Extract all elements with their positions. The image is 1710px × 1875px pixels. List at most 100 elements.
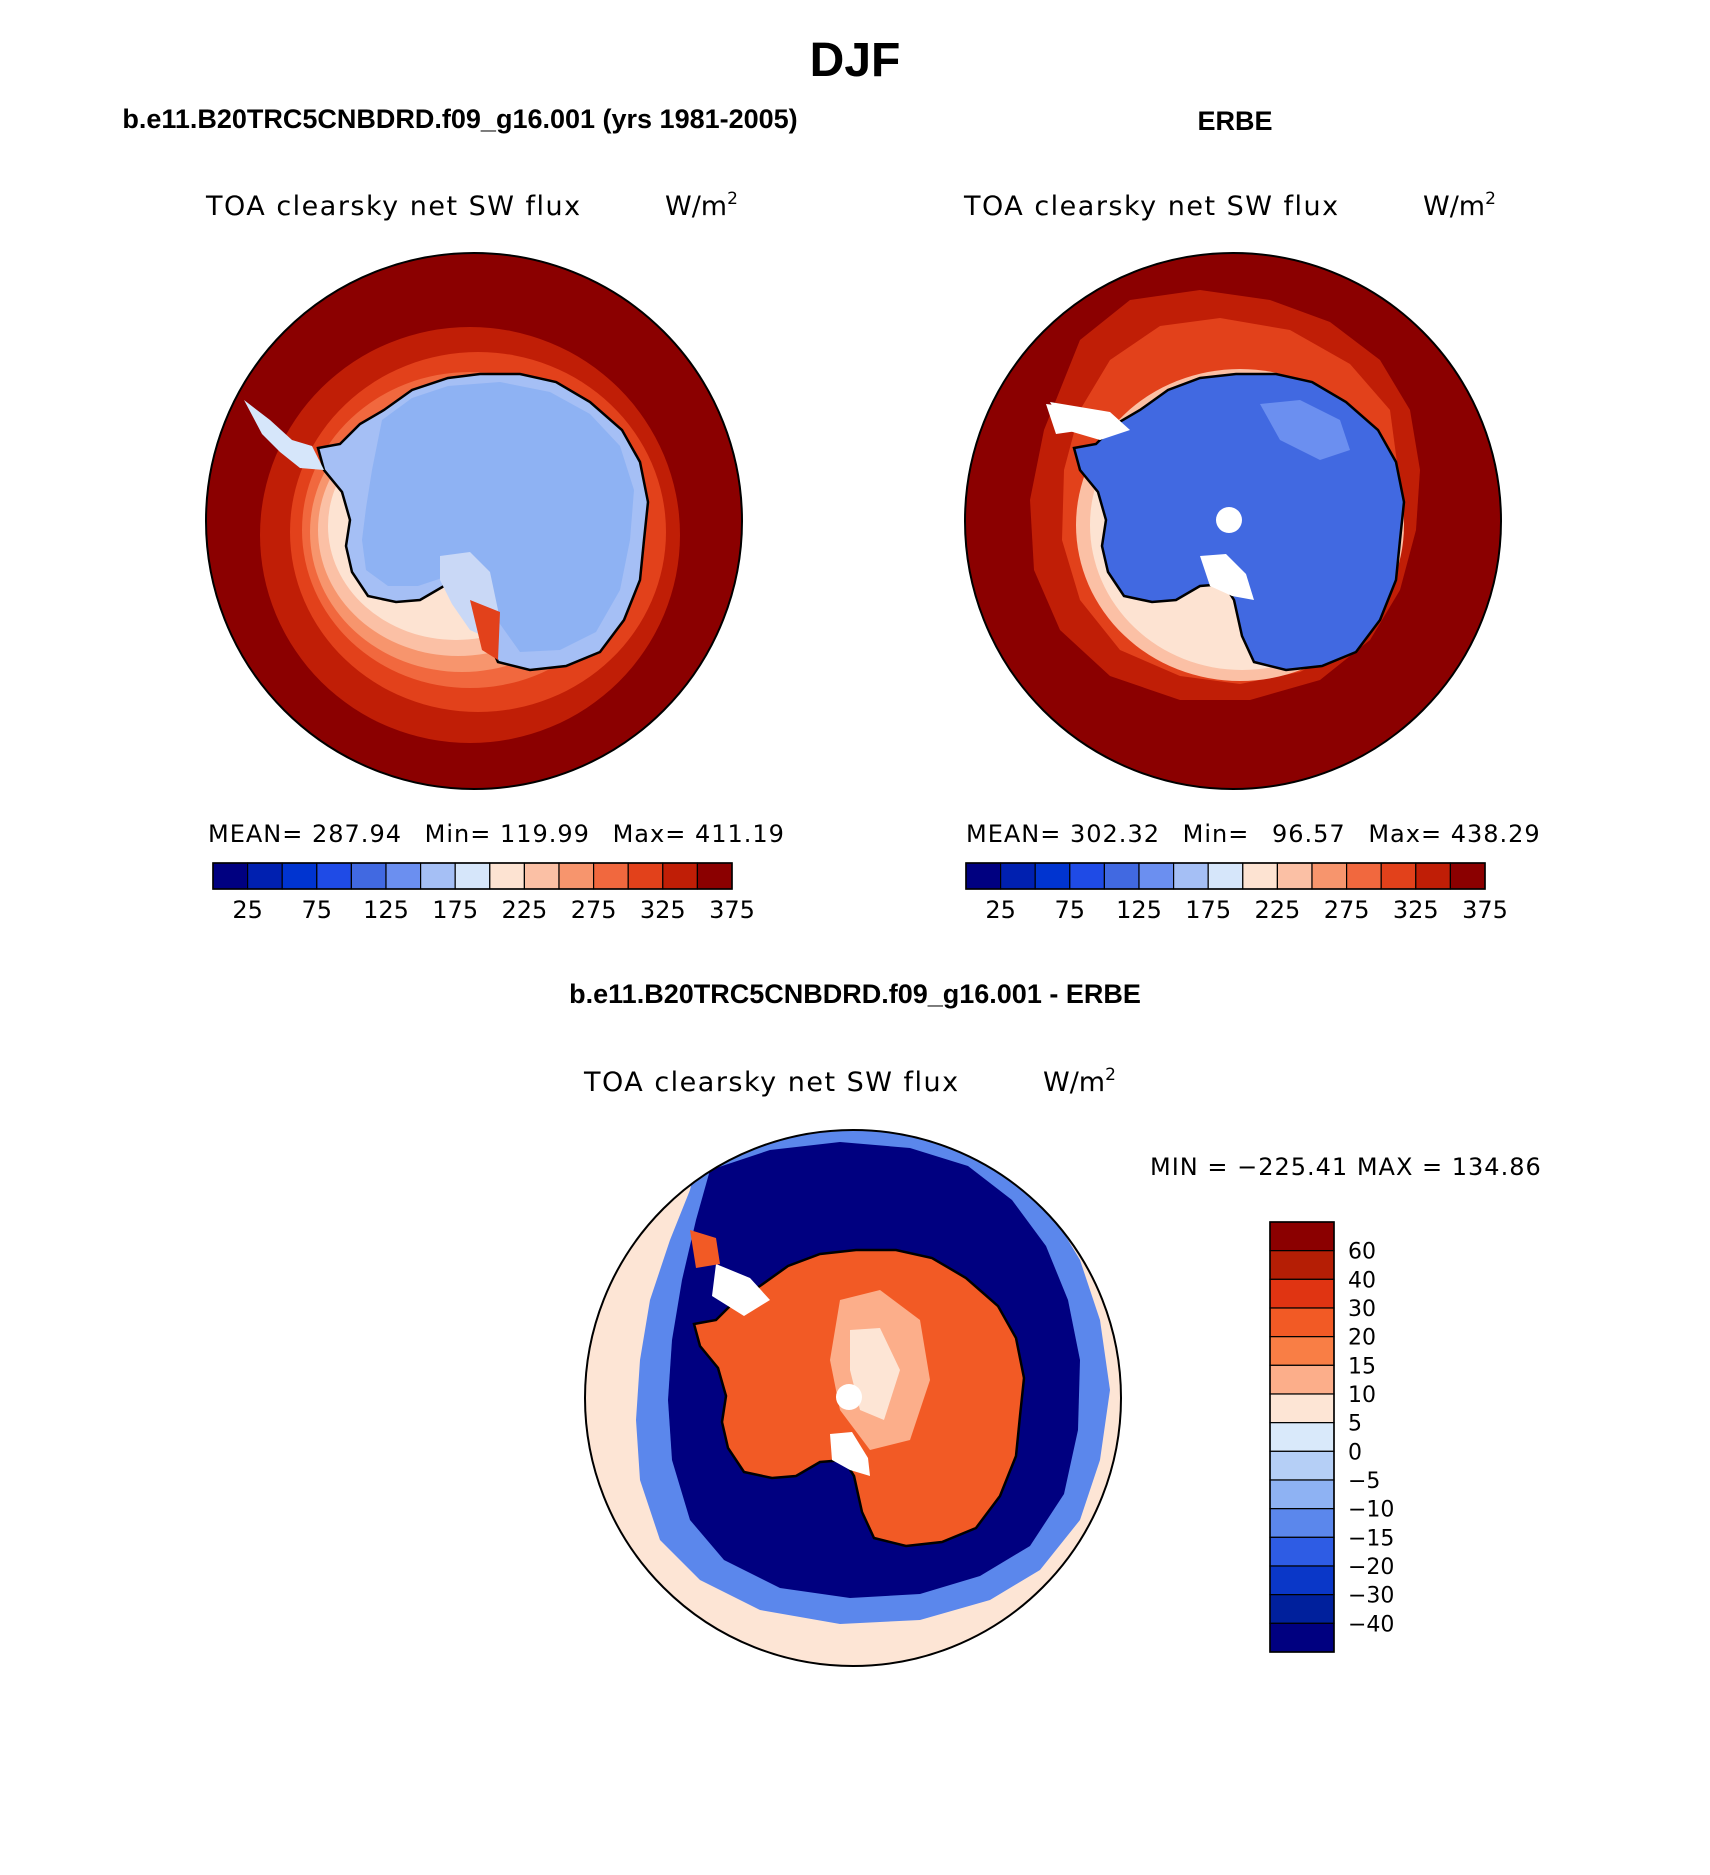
colorbar-box [420, 862, 456, 890]
colorbar-tick-label: 15 [1348, 1354, 1376, 1379]
panel-diff-units-base: W/m [1043, 1067, 1105, 1098]
map-obs [965, 253, 1501, 789]
panel-obs-min-value: 96.57 [1272, 820, 1346, 848]
colorbar-box [1269, 1536, 1335, 1567]
map-diff [585, 1130, 1121, 1666]
panel-obs-variable: TOA clearsky net SW flux [963, 191, 1340, 222]
colorbar-box [1069, 862, 1106, 890]
panel-model-mean-label: MEAN= [208, 820, 303, 848]
colorbar-tick-label: −20 [1348, 1555, 1394, 1580]
colorbar-tick-label: −5 [1348, 1469, 1380, 1494]
colorbar-tick-label: −30 [1348, 1584, 1394, 1609]
colorbar-box [523, 862, 560, 890]
panel-diff-stats: MIN = −225.41 MAX = 134.86 [1150, 1153, 1542, 1181]
colorbar-box [662, 862, 698, 890]
panel-model-max-label: Max= [613, 820, 687, 848]
panel-obs-mean-value: 302.32 [1070, 820, 1160, 848]
colorbar-tick-label: 75 [302, 896, 333, 924]
colorbar-tick-label: 25 [232, 896, 263, 924]
colorbar-box [1449, 862, 1486, 890]
colorbar-tick-label: 5 [1348, 1412, 1362, 1437]
colorbar-tick-label: 375 [709, 896, 755, 924]
colorbar-frame [965, 862, 1486, 890]
colorbar-box [558, 862, 595, 890]
colorbar-box [592, 862, 629, 890]
colorbar-tick-label: 20 [1348, 1326, 1376, 1351]
colorbar-box [1269, 1307, 1335, 1338]
colorbar-box [1207, 862, 1244, 890]
panel-model-mean-value: 287.94 [312, 820, 402, 848]
colorbar-box [454, 862, 491, 890]
panel-model-case-title: b.e11.B20TRC5CNBDRD.f09_g16.001 (yrs 198… [122, 104, 797, 134]
colorbar-box [212, 862, 249, 890]
colorbar-box [350, 862, 387, 890]
colorbar-tick-label: 75 [1055, 896, 1086, 924]
colorbar-tick-label: 325 [1393, 896, 1439, 924]
colorbar-box [1415, 862, 1452, 890]
panel-obs-case-title: ERBE [1197, 106, 1272, 136]
colorbar-box [1276, 862, 1313, 890]
colorbar-frame [212, 862, 733, 890]
colorbar-box [385, 862, 422, 890]
colorbar-box [1269, 1622, 1335, 1653]
panel-obs-max-label: Max= [1368, 820, 1442, 848]
colorbar-tick-label: 0 [1348, 1440, 1362, 1465]
panel-obs-min-label: Min= [1183, 820, 1250, 848]
colorbar-box [965, 862, 1002, 890]
panel-diff-case-title: b.e11.B20TRC5CNBDRD.f09_g16.001 - ERBE [569, 979, 1141, 1009]
colorbar-diff: 60 40 30 20 15 10 5 0 −5 −10 −15 −20 −30 −40 [1269, 1221, 1394, 1653]
colorbar-box [1345, 862, 1382, 890]
colorbar-box [1269, 1479, 1335, 1510]
panel-diff-units-exp: 2 [1105, 1065, 1116, 1085]
colorbar-box [316, 862, 352, 890]
colorbar-box [1269, 1336, 1335, 1366]
panel-diff-variable: TOA clearsky net SW flux [583, 1067, 960, 1098]
panel-obs-stats: MEAN= 302.32 Min= 96.57 Max= 438.29 [966, 820, 1541, 848]
map-diff-boundary [584, 1129, 1122, 1667]
panel-diff-units: W/m2 [1043, 1065, 1116, 1098]
colorbar-frame [1269, 1221, 1335, 1653]
colorbar-box [1172, 862, 1209, 890]
panel-model-units: W/m2 [665, 189, 738, 222]
panel-model-min-label: Min= [425, 820, 492, 848]
colorbar-tick-label: 275 [571, 896, 617, 924]
colorbar-box [247, 862, 283, 890]
colorbar-box [1269, 1278, 1335, 1309]
colorbar-tick-label: 275 [1324, 896, 1370, 924]
colorbar-box [1269, 1221, 1335, 1252]
panel-obs-mean-label: MEAN= [966, 820, 1061, 848]
colorbar-tick-label: 325 [640, 896, 686, 924]
panel-model-units-base: W/m [665, 191, 727, 222]
colorbar-tick-label: −15 [1348, 1526, 1394, 1551]
panel-model-units-exp: 2 [727, 189, 738, 209]
panel-model-stats: MEAN= 287.94 Min= 119.99 Max= 411.19 [208, 820, 785, 848]
colorbar-box [1034, 862, 1071, 890]
panel-obs-units: W/m2 [1423, 189, 1496, 222]
colorbar-tick-label: 40 [1348, 1268, 1376, 1293]
colorbar-box [696, 862, 733, 890]
colorbar-tick-label: 375 [1462, 896, 1508, 924]
colorbar-box [627, 862, 664, 890]
colorbar-tick-label: 225 [501, 896, 547, 924]
panel-model-variable: TOA clearsky net SW flux [205, 191, 582, 222]
panel-obs-units-base: W/m [1423, 191, 1485, 222]
colorbar-tick-label: 125 [1116, 896, 1162, 924]
panel-model-max-value: 411.19 [695, 820, 785, 848]
colorbar-box [1269, 1422, 1335, 1452]
map-obs-boundary [964, 252, 1502, 790]
colorbar-tick-label: 30 [1348, 1297, 1376, 1322]
colorbar-box [1242, 862, 1279, 890]
colorbar-box [1138, 862, 1175, 890]
colorbar-tick-label: 225 [1254, 896, 1300, 924]
colorbar-tick-label: 60 [1348, 1240, 1376, 1265]
colorbar-box [1269, 1508, 1335, 1538]
colorbar-tick-label: 125 [363, 896, 409, 924]
colorbar-tick-label: −10 [1348, 1498, 1394, 1523]
colorbar-tick-label: −40 [1348, 1612, 1394, 1637]
map-model-boundary [205, 252, 743, 790]
colorbar-tick-label: 25 [985, 896, 1016, 924]
colorbar-tick-label: 175 [1185, 896, 1231, 924]
colorbar-box [1269, 1450, 1335, 1481]
panel-model-min-value: 119.99 [500, 820, 590, 848]
